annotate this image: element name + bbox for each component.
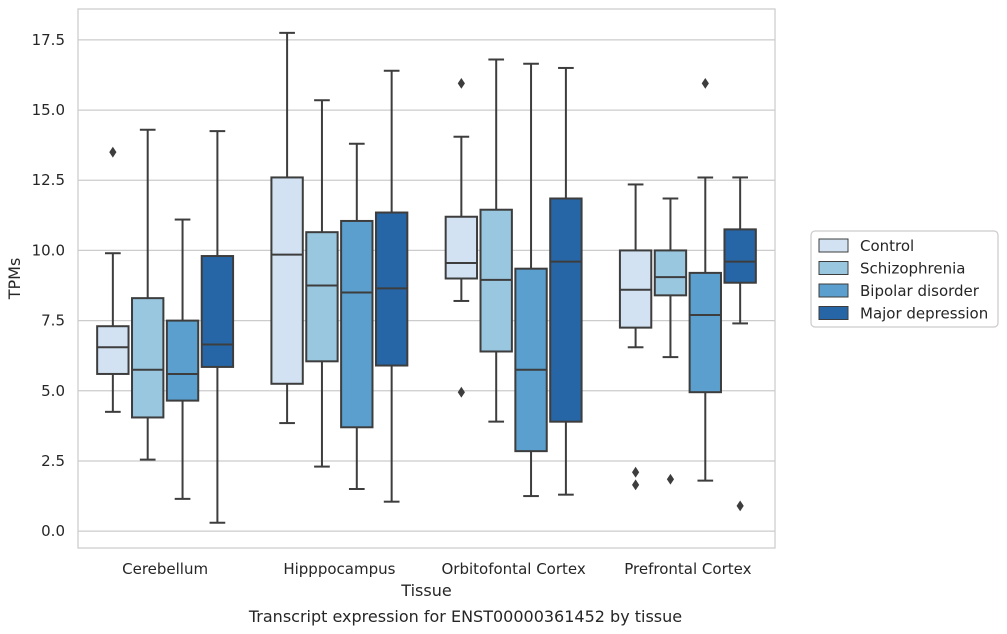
box-control <box>618 183 653 491</box>
box-iqr <box>514 267 548 453</box>
outlier-point <box>632 466 640 478</box>
x-axis-label: Tissue <box>400 581 451 600</box>
box-iqr <box>165 319 200 402</box>
outlier-point <box>632 479 640 491</box>
box-major-depression <box>200 130 235 524</box>
box-iqr <box>653 249 688 297</box>
box-iqr <box>688 271 722 394</box>
boxes <box>96 31 757 524</box>
legend-swatch <box>818 306 849 320</box>
x-tick-label: Prefrontal Cortex <box>624 560 751 578</box>
y-tick-label: 2.5 <box>41 452 65 470</box>
legend-label: Major depression <box>860 305 988 323</box>
legend-label: Bipolar disorder <box>860 282 980 300</box>
box-iqr <box>270 176 304 385</box>
y-tick-label: 12.5 <box>32 171 65 189</box>
x-tick-label: Orbitofontal Cortex <box>442 560 586 578</box>
legend-swatch <box>818 238 849 253</box>
legend-swatch <box>818 261 849 275</box>
chart-caption: Transcript expression for ENST0000036145… <box>248 607 682 626</box>
box-control <box>444 77 479 398</box>
x-tick-labels: Cerebellum Hipppocampus Orbitofontal Corte… <box>122 560 751 578</box>
x-tick-label: Hipppocampus <box>283 560 395 578</box>
box-major-depression <box>549 66 583 496</box>
box-iqr <box>340 219 374 429</box>
legend: Control Schizophrenia Bipolar disorder Majo… <box>810 230 999 328</box>
legend-swatch <box>818 283 849 298</box>
box-control <box>96 146 130 413</box>
box-control <box>270 31 304 425</box>
box-iqr <box>131 297 165 419</box>
box-schizophrenia <box>131 128 165 461</box>
legend-frame <box>810 230 999 328</box>
y-tick-label: 0.0 <box>41 522 65 540</box>
box-bipolar-disorder <box>514 62 548 498</box>
outlier-point <box>457 77 465 89</box>
box-iqr <box>200 255 235 368</box>
y-tick-labels: 0.0 2.5 5.0 7.5 10.0 12.5 15.0 17.5 <box>32 31 65 540</box>
legend-label: Schizophrenia <box>860 260 965 278</box>
outlier-point <box>457 386 465 398</box>
box-schizophrenia <box>653 197 688 485</box>
box-bipolar-disorder <box>340 142 374 491</box>
box-iqr <box>96 325 130 375</box>
box-bipolar-disorder <box>165 218 200 500</box>
box-schizophrenia <box>479 58 513 423</box>
outlier-point <box>109 146 117 158</box>
outlier-point <box>736 500 744 512</box>
outlier-point <box>701 77 709 89</box>
y-tick-label: 17.5 <box>32 31 65 49</box>
box-major-depression <box>374 69 409 503</box>
outlier-point <box>666 473 675 485</box>
box-iqr <box>444 215 479 280</box>
box-iqr <box>723 228 757 284</box>
y-tick-label: 5.0 <box>41 382 65 400</box>
y-axis-label: TPMs <box>5 258 24 301</box>
y-tick-label: 15.0 <box>32 101 65 119</box>
box-iqr <box>549 197 583 423</box>
box-iqr <box>305 231 339 363</box>
y-tick-label: 10.0 <box>32 241 65 259</box>
y-tick-label: 7.5 <box>41 312 65 330</box>
plot-area-frame <box>77 8 776 549</box>
box-major-depression <box>723 176 757 512</box>
box-bipolar-disorder <box>688 77 722 482</box>
x-tick-label: Cerebellum <box>122 560 208 578</box>
box-schizophrenia <box>305 99 339 468</box>
legend-label: Control <box>860 237 914 255</box>
